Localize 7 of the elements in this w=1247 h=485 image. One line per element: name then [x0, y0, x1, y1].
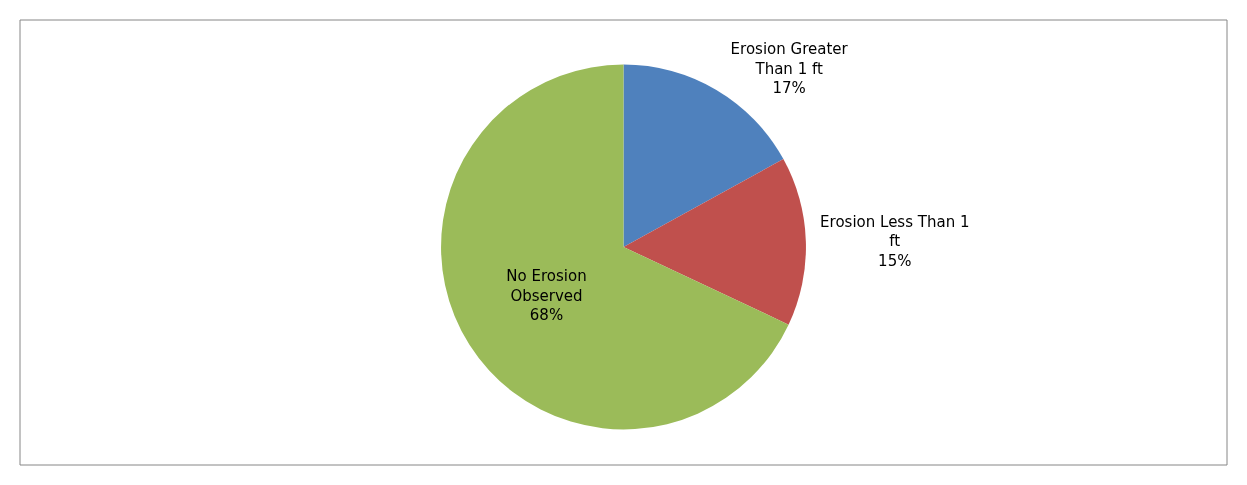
data-label: 15%: [878, 251, 912, 270]
pie-slice: [623, 159, 806, 325]
slice-label: No Erosion Observed: [506, 267, 587, 305]
slice-label: Erosion Less Than 1 ft: [820, 212, 970, 251]
slice-label: Erosion Greater Than 1 ft: [730, 40, 849, 78]
data-label: 17%: [772, 79, 806, 98]
data-label: 68%: [529, 306, 564, 325]
